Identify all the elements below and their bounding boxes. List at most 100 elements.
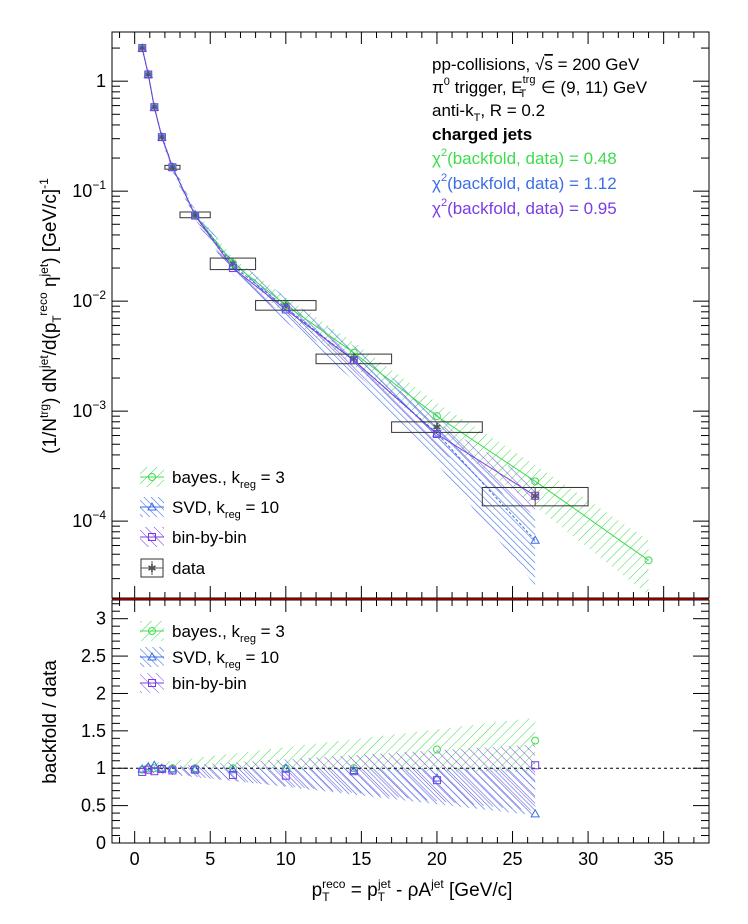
- point-binbybin: [144, 70, 153, 79]
- point-bayes: [644, 556, 653, 565]
- point-binbybin: [531, 491, 540, 500]
- data-point: ✱: [144, 70, 153, 82]
- chi2-bayes: χ2(backfold, data) = 0.48: [432, 147, 617, 168]
- xtick-label: 0: [130, 849, 140, 869]
- point-bayes: [228, 259, 237, 268]
- point-ratio-binbybin: [138, 767, 147, 776]
- bottom-ytick-label: 1: [96, 758, 106, 778]
- xtick-label: 10: [276, 849, 296, 869]
- point-ratio-svd: [348, 765, 359, 774]
- bottom-legend-item-bayes: bayes., kreg = 3: [140, 621, 285, 645]
- top-uncertainty-bands: [142, 45, 649, 596]
- band-binbybin: [142, 46, 536, 517]
- point-ratio-binbybin: [349, 767, 358, 776]
- point-ratio-svd: [157, 763, 167, 772]
- info-line-charged-jets: charged jets: [432, 125, 532, 144]
- bottom-legend-item-svd: SVD, kreg = 10: [140, 647, 279, 671]
- point-binbybin: [157, 133, 166, 142]
- point-bayes: [432, 412, 441, 421]
- svg-text:✱: ✱: [147, 563, 156, 575]
- point-bayes: [531, 477, 540, 486]
- legend-label-svd: SVD, kreg = 10: [172, 498, 279, 521]
- point-ratio-binbybin: [432, 776, 441, 785]
- bottom-ytick-label: 0: [96, 833, 106, 853]
- point-binbybin: [138, 44, 147, 53]
- data-point: ✱: [432, 422, 441, 434]
- info-line-algorithm: anti-kT, R = 0.2: [432, 101, 545, 124]
- legend-item-bayes: bayes., kreg = 3: [140, 467, 285, 491]
- point-ratio-svd: [190, 763, 200, 773]
- top-ytick-label: 1: [96, 71, 106, 91]
- point-svd: [280, 302, 291, 312]
- info-text: pp-collisions, √s = 200 GeV π0 trigger, …: [432, 55, 648, 218]
- point-svd: [530, 535, 541, 544]
- info-line-collisions: pp-collisions, √s = 200 GeV: [432, 55, 640, 74]
- data-point: ✱: [138, 43, 147, 55]
- point-svd: [432, 428, 442, 437]
- point-ratio-bayes: [432, 745, 441, 754]
- data-point: ✱: [191, 210, 200, 222]
- band-bayes: [142, 45, 649, 596]
- legend-label-bayes: bayes., kreg = 3: [172, 468, 285, 491]
- bottom-uncertainty-bands: [112, 717, 709, 816]
- point-ratio-svd: [167, 763, 178, 773]
- bottom-ytick-label: 3: [96, 609, 106, 629]
- point-ratio-svd: [149, 760, 160, 769]
- band-svd: [142, 46, 536, 586]
- chi2-binbybin: χ2(backfold, data) = 0.95: [432, 197, 617, 218]
- bottom-ylabel: backfold / data: [40, 660, 61, 784]
- top-legend: bayes., kreg = 3 SVD, kreg = 10 bin-by-b…: [140, 467, 285, 578]
- point-ratio-binbybin: [228, 770, 237, 779]
- xtick-label: 5: [205, 849, 215, 869]
- info-line-trigger: π0 trigger, Etrg T ∈ (9, 11) GeV: [432, 74, 648, 100]
- point-binbybin: [281, 305, 290, 314]
- top-ylabel: (1/Ntrg) dNjet/d(pTreco ηjet) [GeV/c]-1: [36, 178, 64, 454]
- point-binbybin: [228, 264, 237, 273]
- point-binbybin: [432, 429, 441, 438]
- top-ytick-label: 10−1: [72, 178, 106, 201]
- point-binbybin: [191, 211, 200, 220]
- point-binbybin: [150, 103, 159, 112]
- point-ratio-binbybin: [144, 765, 153, 774]
- bottom-ytick-label: 2: [96, 683, 106, 703]
- point-bayes: [281, 301, 290, 310]
- legend-label-binbybin: bin-by-bin: [172, 528, 247, 547]
- point-ratio-svd: [228, 764, 238, 774]
- bottom-ytick-label: 2.5: [81, 646, 106, 666]
- point-ratio-binbybin: [531, 761, 540, 770]
- top-ytick-label: 10−3: [72, 398, 106, 421]
- top-series: ✱✱✱✱✱✱✱✱✱✱✱: [137, 43, 653, 565]
- xtick-label: 25: [503, 849, 523, 869]
- bottom-legend: bayes., kreg = 3 SVD, kreg = 10 bin-by-b…: [140, 621, 285, 693]
- top-ytick-label: 10−2: [72, 288, 106, 311]
- data-point: ✱: [150, 102, 159, 114]
- bottom-axes: 0 5 10 15 20 25 30 35 0 0.5 1 1.5 2 2.5 3: [81, 600, 709, 869]
- chi2-svd: χ2(backfold, data) = 1.12: [432, 172, 617, 193]
- point-ratio-binbybin: [281, 771, 290, 780]
- point-binbybin: [349, 356, 358, 365]
- point-svd: [228, 260, 238, 270]
- data-point: ✱: [349, 354, 358, 366]
- point-binbybin: [168, 163, 177, 172]
- ratio-band-svd: [142, 766, 536, 816]
- bottom-legend-item-binbybin: bin-by-bin: [140, 673, 247, 693]
- xtick-label: 30: [578, 849, 598, 869]
- x-axis-label: pTreco = pTjet - ρAjet [GeV/c]: [312, 877, 513, 904]
- legend-item-binbybin: bin-by-bin: [140, 527, 247, 547]
- point-ratio-svd: [530, 808, 541, 818]
- bottom-ytick-label: 0.5: [81, 796, 106, 816]
- point-ratio-binbybin: [191, 765, 200, 774]
- point-ratio-binbybin: [168, 766, 177, 775]
- top-ytick-label: 10−4: [72, 508, 106, 531]
- top-axes: 10−4 10−3 10−2 10−1 1: [72, 32, 709, 599]
- point-ratio-binbybin: [150, 767, 159, 776]
- data-point: ✱: [168, 162, 177, 174]
- point-ratio-binbybin: [157, 764, 166, 773]
- legend-item-data: ✱ data: [140, 558, 206, 578]
- point-ratio-svd: [432, 772, 442, 782]
- bottom-legend-label-svd: SVD, kreg = 10: [172, 648, 279, 671]
- xtick-label: 15: [351, 849, 371, 869]
- point-svd: [190, 209, 200, 219]
- bottom-series: [137, 736, 541, 818]
